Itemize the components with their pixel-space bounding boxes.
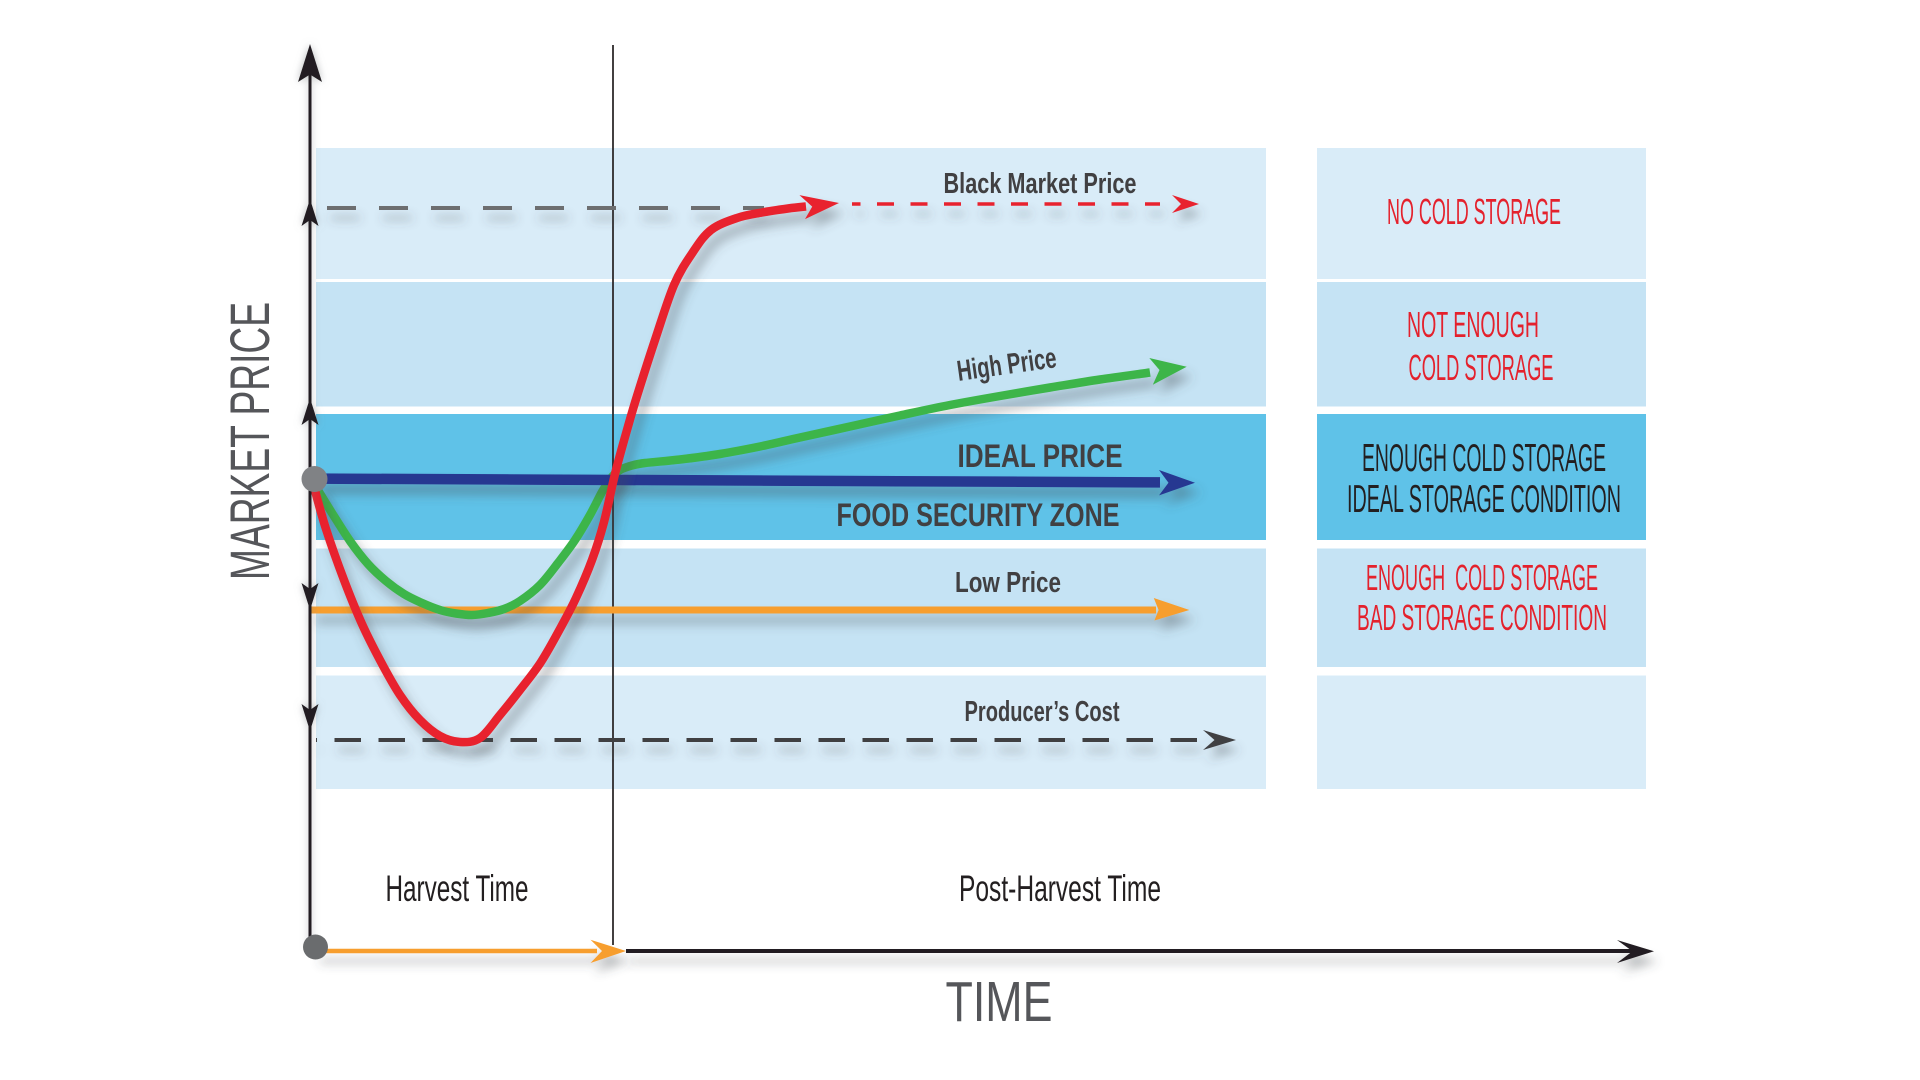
svg-text:MARKET PRICE: MARKET PRICE [218, 302, 281, 580]
svg-text:Harvest Time: Harvest Time [386, 868, 529, 909]
svg-text:IDEAL STORAGE CONDITION: IDEAL STORAGE CONDITION [1347, 478, 1621, 521]
svg-text:Producer’s Cost: Producer’s Cost [965, 696, 1120, 728]
svg-text:ENOUGH COLD STORAGE: ENOUGH COLD STORAGE [1366, 557, 1598, 598]
svg-text:ENOUGH COLD STORAGE: ENOUGH COLD STORAGE [1362, 437, 1606, 480]
svg-text:FOOD SECURITY ZONE: FOOD SECURITY ZONE [837, 497, 1120, 533]
svg-text:BAD STORAGE CONDITION: BAD STORAGE CONDITION [1357, 597, 1607, 638]
svg-text:Post-Harvest Time: Post-Harvest Time [959, 868, 1161, 909]
svg-text:NO COLD STORAGE: NO COLD STORAGE [1387, 191, 1561, 232]
svg-text:NOT ENOUGH: NOT ENOUGH [1407, 304, 1539, 345]
svg-text:IDEAL PRICE: IDEAL PRICE [958, 438, 1123, 474]
svg-text:Black Market Price: Black Market Price [944, 168, 1137, 200]
svg-text:Low Price: Low Price [955, 567, 1061, 599]
svg-text:COLD STORAGE: COLD STORAGE [1409, 347, 1554, 388]
svg-text:TIME: TIME [946, 970, 1053, 1034]
